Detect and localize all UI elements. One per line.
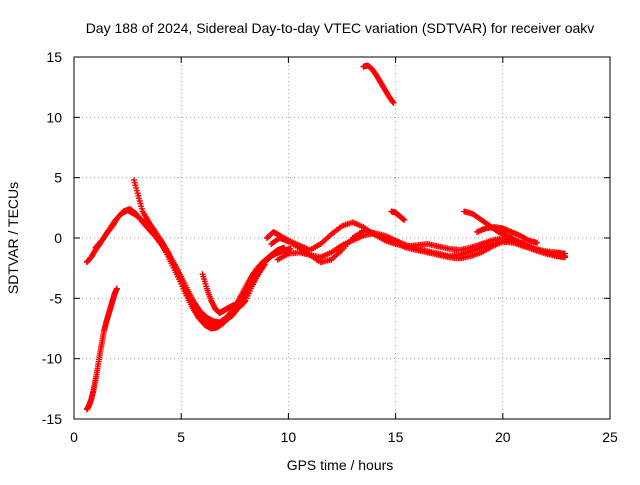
series-pass-d <box>199 261 268 316</box>
series-pass-k <box>388 208 408 223</box>
x-tick-label: 0 <box>70 429 78 445</box>
y-tick-label: 0 <box>54 230 62 246</box>
series-pass-l <box>360 62 397 106</box>
tick-labels: 0 5 10 15 20 25 -15 -10 -5 0 5 10 15 <box>42 49 618 445</box>
ticks <box>73 56 611 420</box>
x-axis-label: GPS time / hours <box>287 457 394 473</box>
data-point <box>561 250 568 257</box>
data-point <box>521 241 528 248</box>
series-pass-j <box>474 224 541 246</box>
data-point <box>390 99 397 106</box>
data-point <box>401 216 408 223</box>
y-tick-label: -5 <box>50 290 63 306</box>
x-tick-label: 15 <box>388 429 404 445</box>
y-tick-label: 15 <box>46 49 62 65</box>
data-point <box>241 298 248 305</box>
data-point <box>534 239 541 246</box>
series-pass-e <box>83 285 120 413</box>
y-tick-label: -15 <box>42 411 62 427</box>
y-tick-label: -10 <box>42 351 62 367</box>
data-point <box>261 261 268 268</box>
y-tick-label: 10 <box>46 109 62 125</box>
data-points <box>83 62 568 413</box>
data-point <box>281 244 288 251</box>
y-tick-label: 5 <box>54 170 62 186</box>
data-point <box>113 285 120 292</box>
y-axis-label: SDTVAR / TECUs <box>5 182 21 294</box>
series-pass-h <box>263 219 568 257</box>
x-tick-label: 20 <box>495 429 511 445</box>
x-tick-label: 25 <box>602 429 618 445</box>
chart-title: Day 188 of 2024, Sidereal Day-to-day VTE… <box>86 20 595 36</box>
x-tick-label: 10 <box>281 429 297 445</box>
x-tick-label: 5 <box>177 429 185 445</box>
data-point <box>389 98 396 105</box>
